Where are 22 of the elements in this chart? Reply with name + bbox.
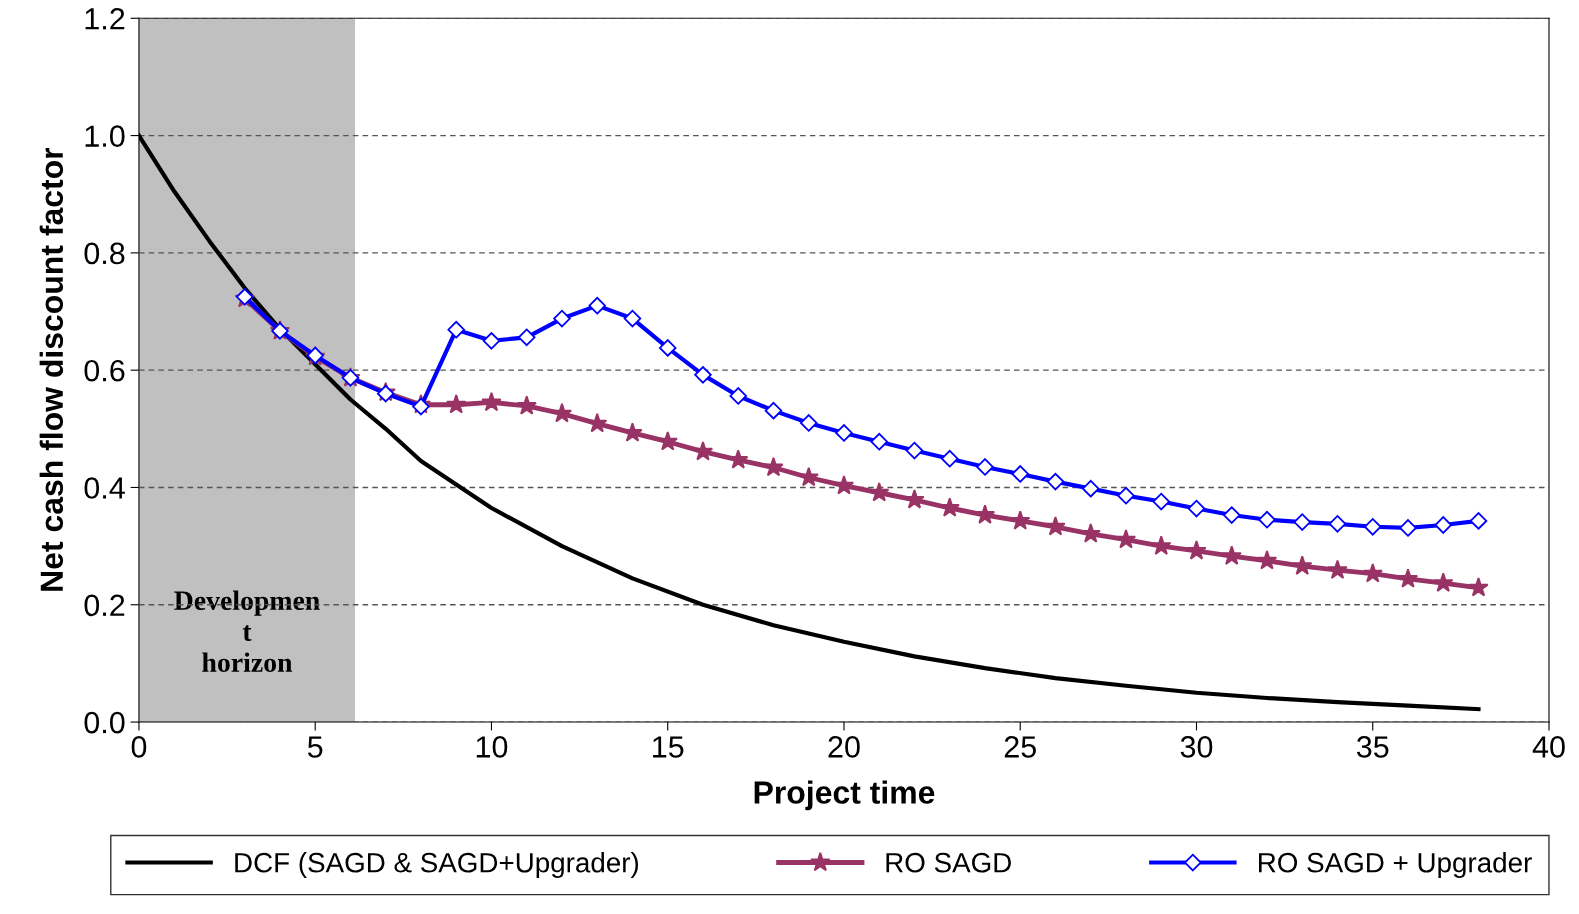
x-tick-label: 5: [307, 736, 323, 758]
y-tick-label: 0.0: [84, 711, 125, 734]
x-tick-label: 35: [1356, 736, 1389, 758]
y-tick-label: 0.6: [84, 359, 125, 382]
y-tick-label: 0.4: [84, 477, 125, 499]
y-axis-title: Net cash flow discount factor: [39, 147, 64, 591]
legend-label: RO SAGD: [886, 852, 1011, 873]
x-tick-label: 30: [1180, 736, 1213, 758]
x-tick-label: 20: [828, 736, 860, 758]
x-tick-label: 10: [476, 736, 508, 758]
y-tick-label: 1.0: [85, 125, 125, 147]
y-tick-label: 1.2: [85, 8, 125, 30]
x-axis-title: Project time: [754, 780, 935, 811]
x-tick-label: 15: [653, 736, 684, 758]
legend-label: RO SAGD + Upgrader: [1259, 852, 1532, 879]
x-tick-label: 25: [1004, 736, 1036, 758]
x-tick-label: 40: [1532, 736, 1565, 758]
legend-label: DCF (SAGD & SAGD+Upgrader): [235, 852, 639, 879]
y-tick-label: 0.8: [84, 242, 125, 265]
band-label: Developmen t horizon: [174, 590, 320, 673]
x-tick-label: 0: [131, 736, 147, 758]
y-tick-label: 0.2: [84, 594, 125, 617]
